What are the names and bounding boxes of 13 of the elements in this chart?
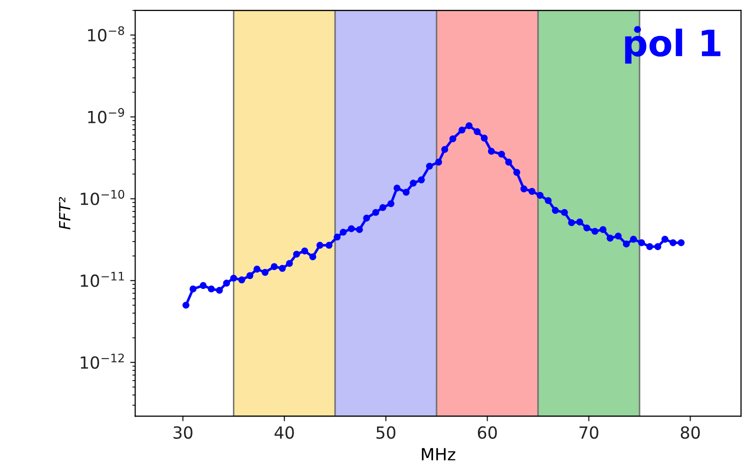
x-tick-label: 70 [580, 426, 598, 439]
x-tick-label: 40 [274, 426, 294, 439]
x-tick-label: 30 [174, 426, 192, 439]
x-tick-label: 50 [376, 426, 396, 439]
x-tick-label: 60 [478, 426, 497, 439]
y-tick-label: 10$^{−9}$ [88, 108, 124, 124]
y-tick-label: 10$^{−10}$ [80, 190, 124, 206]
y-tick-label: 10$^{−12}$ [80, 354, 124, 369]
x-tick-label: 80 [680, 426, 700, 439]
x-axis-title: MHz [422, 448, 456, 460]
y-tick-label: 10$^{−8}$ [88, 26, 124, 42]
y-axis-title: FFT² [58, 197, 70, 230]
y-tick-label: 10$^{−11}$ [80, 272, 124, 288]
